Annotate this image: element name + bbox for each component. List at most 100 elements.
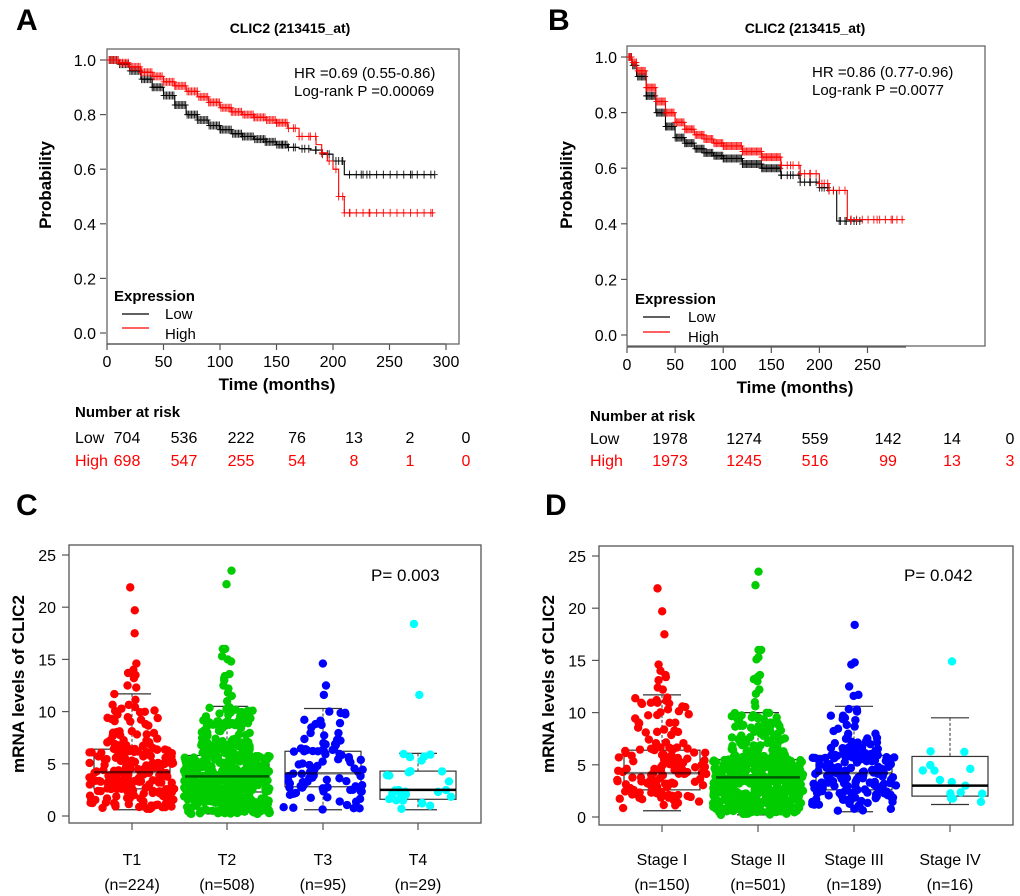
risk-value: 559 [802,431,829,448]
data-point [673,753,683,763]
data-point [129,790,139,800]
censor-mark [273,118,280,127]
censor-mark [149,83,156,92]
data-point [253,803,263,812]
censor-mark [856,217,863,226]
data-point [334,728,343,738]
censor-mark [806,178,813,187]
data-point [750,766,760,776]
data-point [661,738,671,747]
data-point [110,706,120,716]
data-point [728,793,738,802]
data-point [631,694,640,703]
data-point [826,711,836,720]
censor-mark [307,132,314,141]
data-point [317,720,326,730]
data-point [854,690,863,700]
data-point [683,744,692,753]
data-point [615,794,624,803]
data-point [930,766,939,775]
data-point [151,800,161,810]
censor-mark [738,141,745,150]
data-point [132,659,141,668]
censor-mark [301,144,308,153]
data-point [720,778,729,787]
data-point [130,606,140,615]
data-point [976,797,986,807]
x-tick-label: 100 [710,357,737,374]
risk-value: 547 [171,453,198,470]
data-point [163,746,173,755]
data-point [724,784,734,794]
data-point [300,734,309,744]
data-point [112,792,121,801]
censor-mark [137,68,144,77]
data-point [629,785,638,795]
data-point [335,797,344,806]
data-point [148,743,158,753]
data-point [328,745,337,755]
data-point [397,804,406,813]
risk-value: 1245 [726,453,762,470]
data-point [871,729,880,738]
data-point [660,779,670,788]
data-point [702,769,711,779]
y-tick-label: 25 [568,549,586,566]
data-point [321,750,330,759]
data-point [697,760,707,770]
censor-mark [821,179,828,188]
censor-mark [312,132,319,141]
censor-mark [194,116,201,125]
data-point [956,788,965,797]
swarm-points-t3 [279,659,367,814]
censor-mark [681,139,688,148]
data-point [129,747,139,757]
category-label: Stage IV [919,852,981,869]
censor-mark [758,164,765,173]
censor-mark [137,62,144,71]
data-point [891,781,901,790]
data-point [148,786,158,795]
censor-mark [787,171,794,180]
data-point [244,787,253,797]
data-point [657,607,667,616]
censor-mark [335,192,342,201]
risk-value: 54 [288,453,306,470]
data-point [232,795,241,804]
censor-mark [681,125,688,134]
data-point [122,743,131,752]
km-plot-b: CLIC2 (213415_at) 0.0 0.2 0.4 0.6 0.8 1.0 0 50 1… [557,20,1015,470]
censor-mark [690,139,697,148]
y-tick-label: 15 [568,653,586,670]
data-point [636,773,646,782]
data-point [629,757,638,766]
plot-frame-d [598,545,1014,826]
data-point [108,783,117,792]
data-point [947,657,957,666]
data-point [878,781,887,790]
data-point [136,715,146,724]
data-point [792,806,801,815]
censor-mark [777,161,784,170]
x-tick-label: 250 [854,357,881,374]
censor-mark [284,118,291,127]
data-point [127,727,137,736]
risk-value: 255 [228,453,255,470]
data-point [618,803,628,813]
censor-mark [720,154,727,163]
data-point [762,791,771,800]
censor-mark [353,208,360,217]
censor-mark [318,148,325,157]
data-point [654,676,663,685]
risk-value: 13 [943,453,961,470]
data-point [399,749,408,759]
data-point [765,737,774,747]
data-point [757,764,766,774]
x-tick-label: 50 [155,354,173,371]
censor-mark [806,169,813,178]
censor-mark [826,186,833,195]
censor-mark [429,208,436,217]
data-point [115,741,124,750]
data-point [844,704,854,714]
